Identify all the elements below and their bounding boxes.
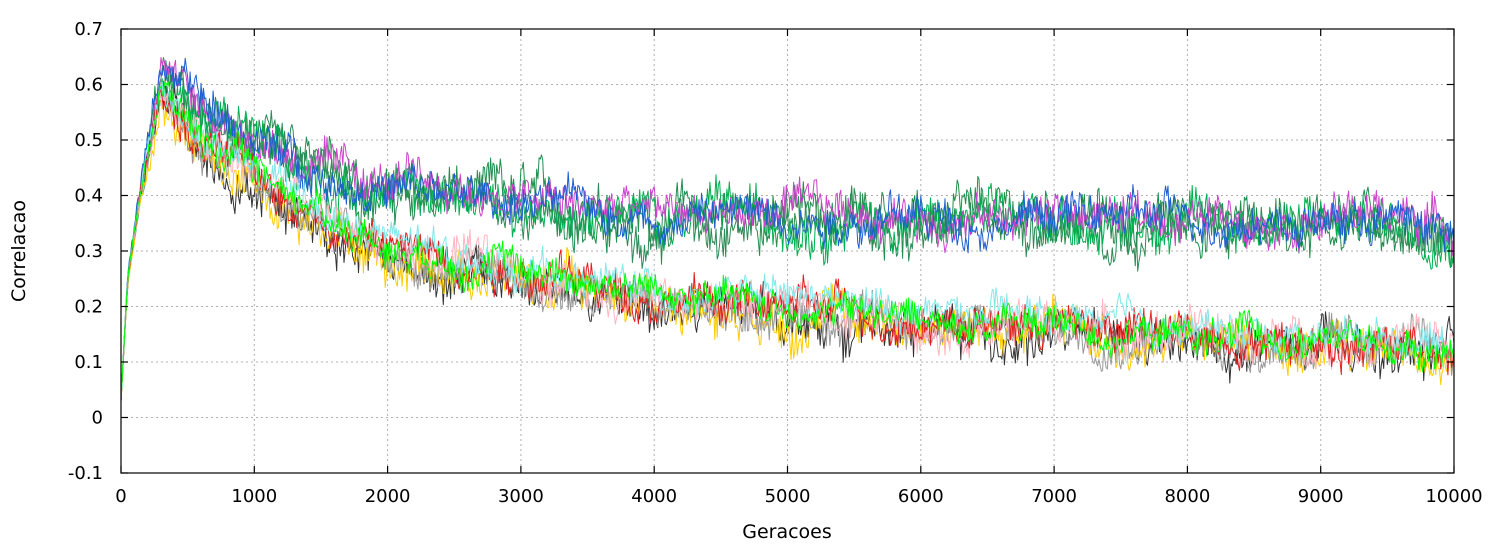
- y-tick-label: 0.6: [74, 75, 103, 96]
- y-tick-label: 0: [92, 408, 103, 429]
- y-tick-label: 0.2: [74, 297, 103, 318]
- x-tick-label: 9000: [1298, 486, 1344, 507]
- y-tick-label: 0.1: [74, 352, 103, 373]
- series-layer: [120, 57, 1455, 401]
- series-line-12: [120, 81, 1455, 401]
- y-tick-label: -0.1: [68, 463, 103, 484]
- series-line-11: [120, 81, 1455, 401]
- x-tick-label: 6000: [898, 486, 944, 507]
- y-tick-label: 0.7: [74, 19, 103, 40]
- x-tick-label: 8000: [1164, 486, 1210, 507]
- series-line-5: [120, 57, 1455, 401]
- grid-lines: [121, 29, 1454, 473]
- y-tick-label: 0.3: [74, 241, 103, 262]
- x-tick-label: 3000: [498, 486, 544, 507]
- y-tick-label: 0.5: [74, 130, 103, 151]
- x-tick-labels: 0 1000 2000 3000 4000 5000 6000 7000 8000 9000 100…: [115, 486, 1482, 507]
- series-line-4: [120, 57, 1455, 401]
- x-tick-label: 2000: [365, 486, 411, 507]
- series-line-6: [120, 85, 1455, 401]
- x-tick-label: 1000: [231, 486, 277, 507]
- x-tick-label: 10000: [1425, 486, 1482, 507]
- axis-ticks: [120, 28, 1455, 474]
- y-tick-label: 0.4: [74, 186, 103, 207]
- x-tick-label: 5000: [765, 486, 811, 507]
- x-tick-label: 7000: [1031, 486, 1077, 507]
- y-tick-labels: -0.1 0 0.1 0.2 0.3 0.4 0.5 0.6 0.7: [68, 19, 103, 484]
- y-axis-label: Correlacao: [8, 200, 30, 302]
- x-tick-label: 0: [115, 486, 126, 507]
- series-line-3: [120, 74, 1455, 401]
- x-tick-label: 4000: [631, 486, 677, 507]
- x-axis-label: Geracoes: [742, 521, 832, 543]
